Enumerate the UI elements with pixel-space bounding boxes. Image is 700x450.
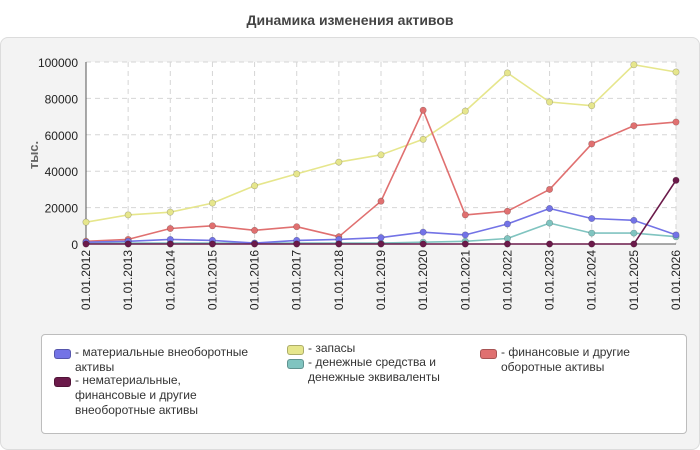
y-tick-label: 60000 [45,129,79,143]
data-point [208,240,216,248]
data-point [335,240,343,248]
data-point [293,170,301,178]
data-point [124,211,132,219]
data-point [672,231,680,239]
data-point [546,219,554,227]
data-point [419,135,427,143]
x-tick-label: 01.01.2026 [669,250,683,310]
legend-item-tangible-assets: - материальные внеоборотные активы [54,345,249,375]
page-title: Динамика изменения активов [246,12,454,28]
data-point [588,215,596,223]
x-tick-label: 01.01.2019 [374,250,388,310]
legend-label: - запасы [308,341,356,355]
x-tick-label: 01.01.2024 [585,250,599,310]
legend-item-financial-current-assets: - финансовые и другие оборотные активы [480,345,680,375]
y-tick-label: 100000 [38,56,78,70]
data-point [251,240,259,248]
legend-swatch [480,349,497,359]
legend-label: - денежные средства и денежные эквивален… [308,355,440,384]
data-point [588,240,596,248]
data-point [251,182,259,190]
series-2 [82,61,680,226]
x-tick-label: 01.01.2023 [543,250,557,310]
data-point [588,102,596,110]
y-axis-label: тыс. [26,141,41,169]
data-point [630,216,638,224]
x-tick-label: 01.01.2012 [79,250,93,310]
legend-label: - нематериальные, финансовые и другие вн… [75,373,198,417]
legend-swatch [287,359,304,369]
data-point [419,240,427,248]
data-point [588,140,596,148]
data-point [377,197,385,205]
x-tick-label: 01.01.2013 [121,250,135,310]
x-tick-label: 01.01.2018 [332,250,346,310]
data-point [461,240,469,248]
y-tick-label: 0 [71,238,78,252]
legend-label: - финансовые и другие оборотные активы [501,345,630,374]
data-point [503,220,511,228]
legend-item-inventories: - запасы [287,341,462,356]
x-tick-label: 01.01.2021 [458,250,472,310]
y-tick-label: 20000 [45,202,79,216]
data-point [630,229,638,237]
x-tick-label: 01.01.2016 [248,250,262,310]
data-point [419,106,427,114]
x-tick-label: 01.01.2020 [416,250,430,310]
data-point [293,240,301,248]
data-point [503,240,511,248]
data-point [82,218,90,226]
data-point [630,122,638,130]
data-point [251,226,259,234]
data-point [546,240,554,248]
x-tick-label: 01.01.2017 [290,250,304,310]
data-point [166,208,174,216]
data-point [377,151,385,159]
legend-swatch [287,345,304,355]
data-point [461,107,469,115]
data-point [208,199,216,207]
data-point [208,222,216,230]
data-point [630,240,638,248]
data-point [546,98,554,106]
data-point [461,211,469,219]
legend-item-intangible-assets: - нематериальные, финансовые и другие вн… [54,373,249,418]
data-point [503,69,511,77]
data-point [293,223,301,231]
data-point [82,240,90,248]
data-point [546,205,554,213]
y-tick-label: 40000 [45,165,79,179]
legend-item-cash: - денежные средства и денежные эквивален… [287,355,462,385]
data-point [672,176,680,184]
data-point [335,158,343,166]
data-point [377,234,385,242]
legend: - материальные внеоборотные активы - нем… [41,334,687,434]
legend-swatch [54,377,71,387]
x-tick-label: 01.01.2022 [500,250,514,310]
x-tick-label: 01.01.2025 [627,250,641,310]
data-point [546,185,554,193]
data-point [672,118,680,126]
series-1 [82,176,680,248]
legend-swatch [54,349,71,359]
data-point [377,240,385,248]
data-point [672,68,680,76]
data-point [630,61,638,69]
x-tick-label: 01.01.2014 [163,250,177,310]
legend-label: - материальные внеоборотные активы [75,345,248,374]
data-point [166,225,174,233]
data-point [419,228,427,236]
data-point [461,231,469,239]
data-point [588,229,596,237]
data-point [503,207,511,215]
x-tick-label: 01.01.2015 [205,250,219,310]
data-point [166,240,174,248]
data-point [124,240,132,248]
y-tick-label: 80000 [45,92,79,106]
